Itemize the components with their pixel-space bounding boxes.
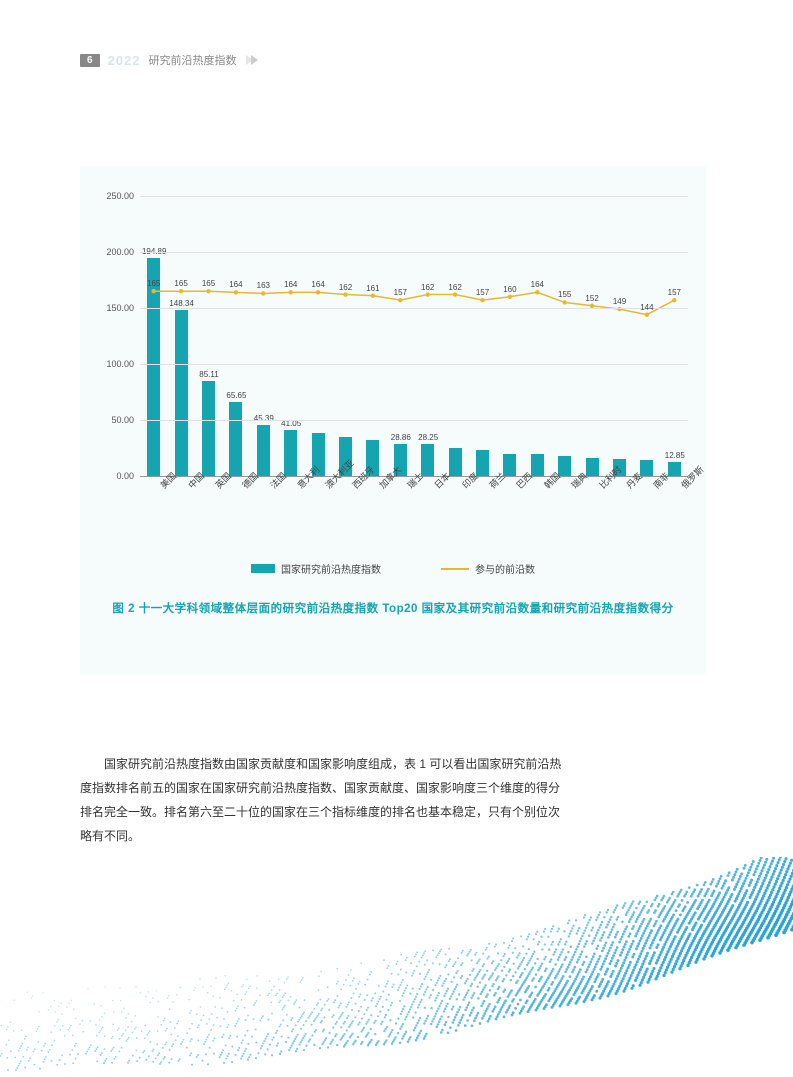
line-marker bbox=[672, 298, 676, 302]
chart-plot: 0.0050.00100.00150.00200.00250.00 194.89… bbox=[98, 196, 688, 506]
gridline bbox=[140, 308, 688, 309]
line-value-label: 149 bbox=[613, 297, 626, 306]
chevron-icon bbox=[248, 55, 258, 65]
line-marker bbox=[371, 293, 375, 297]
body-paragraph: 国家研究前沿热度指数由国家贡献度和国家影响度组成，表 1 可以看出国家研究前沿热… bbox=[80, 752, 570, 848]
line-value-label: 157 bbox=[476, 288, 489, 297]
line-value-label: 157 bbox=[394, 288, 407, 297]
line-marker bbox=[645, 313, 649, 317]
line-value-label: 165 bbox=[147, 279, 160, 288]
line-marker bbox=[289, 290, 293, 294]
line-marker bbox=[453, 292, 457, 296]
line-value-label: 155 bbox=[558, 291, 571, 300]
line-value-label: 164 bbox=[284, 281, 297, 290]
y-tick-label: 250.00 bbox=[106, 191, 134, 201]
gridline bbox=[140, 252, 688, 253]
line-marker bbox=[426, 292, 430, 296]
line-value-label: 164 bbox=[229, 281, 242, 290]
legend-swatch-line bbox=[441, 568, 469, 570]
y-axis: 0.0050.00100.00150.00200.00250.00 bbox=[98, 196, 140, 476]
gridline bbox=[140, 420, 688, 421]
line-overlay bbox=[140, 196, 688, 476]
y-tick-label: 150.00 bbox=[106, 303, 134, 313]
line-value-label: 164 bbox=[531, 281, 544, 290]
line-marker bbox=[234, 290, 238, 294]
paragraph-text: 国家研究前沿热度指数由国家贡献度和国家影响度组成，表 1 可以看出国家研究前沿热… bbox=[80, 752, 570, 848]
caption-prefix: 图 2 bbox=[112, 603, 138, 615]
page-number-badge: 6 bbox=[80, 54, 100, 67]
legend-item-bar: 国家研究前沿热度指数 bbox=[251, 561, 381, 576]
y-tick-label: 100.00 bbox=[106, 359, 134, 369]
line-value-label: 162 bbox=[448, 283, 461, 292]
line-value-label: 161 bbox=[366, 284, 379, 293]
header-title: 研究前沿热度指数 bbox=[148, 52, 236, 68]
line-marker bbox=[206, 289, 210, 293]
line-value-label: 165 bbox=[202, 279, 215, 288]
legend-item-line: 参与的前沿数 bbox=[441, 561, 535, 576]
y-tick-label: 200.00 bbox=[106, 247, 134, 257]
line-marker bbox=[508, 295, 512, 299]
line-marker bbox=[152, 289, 156, 293]
line-marker bbox=[316, 290, 320, 294]
chart-caption: 图 2 十一大学科领域整体层面的研究前沿热度指数 Top20 国家及其研究前沿数… bbox=[98, 600, 688, 616]
line-marker bbox=[480, 298, 484, 302]
line-marker bbox=[343, 292, 347, 296]
line-marker bbox=[398, 298, 402, 302]
legend-label-line: 参与的前沿数 bbox=[475, 561, 535, 576]
line-value-label: 165 bbox=[174, 279, 187, 288]
gridline bbox=[140, 196, 688, 197]
gridline bbox=[140, 364, 688, 365]
line-marker bbox=[563, 300, 567, 304]
line-value-label: 164 bbox=[311, 281, 324, 290]
y-tick-label: 50.00 bbox=[111, 415, 134, 425]
line-value-label: 160 bbox=[503, 285, 516, 294]
caption-text: 十一大学科领域整体层面的研究前沿热度指数 Top20 国家及其研究前沿数量和研究… bbox=[139, 603, 674, 615]
line-value-label: 162 bbox=[339, 283, 352, 292]
legend-swatch-bar bbox=[251, 564, 275, 573]
line-value-label: 162 bbox=[421, 283, 434, 292]
page-header: 6 2022 研究前沿热度指数 bbox=[80, 52, 258, 68]
chart-legend: 国家研究前沿热度指数 参与的前沿数 bbox=[98, 561, 688, 576]
line-marker bbox=[261, 291, 265, 295]
y-tick-label: 0.00 bbox=[116, 471, 134, 481]
line-value-label: 152 bbox=[585, 294, 598, 303]
chart-panel: 0.0050.00100.00150.00200.00250.00 194.89… bbox=[80, 166, 706, 674]
legend-label-bar: 国家研究前沿热度指数 bbox=[281, 561, 381, 576]
header-year: 2022 bbox=[108, 53, 141, 68]
line-marker bbox=[179, 289, 183, 293]
line-value-label: 157 bbox=[668, 288, 681, 297]
line-marker bbox=[535, 290, 539, 294]
decorative-dots bbox=[0, 857, 793, 1077]
line-value-label: 144 bbox=[640, 303, 653, 312]
line-value-label: 163 bbox=[257, 282, 270, 291]
